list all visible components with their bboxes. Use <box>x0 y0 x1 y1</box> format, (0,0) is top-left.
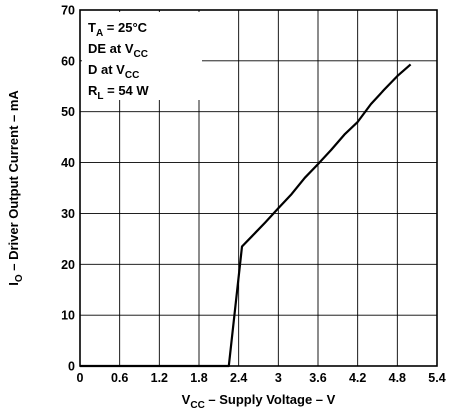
y-tick-label: 20 <box>61 258 75 272</box>
annotation-line: TA = 25°C <box>88 20 148 39</box>
x-tick-label: 3 <box>275 371 282 385</box>
series-layer <box>80 63 412 368</box>
y-tick-label: 70 <box>61 4 75 18</box>
x-axis-label: VCC – Supply Voltage – V <box>182 392 336 411</box>
series-line <box>80 63 412 368</box>
y-tick-labels: 0 10 20 30 40 50 60 70 <box>61 4 75 374</box>
x-tick-label: 2.4 <box>230 371 247 385</box>
x-tick-label: 1.8 <box>190 371 207 385</box>
y-tick-label: 60 <box>61 54 75 68</box>
y-tick-label: 50 <box>61 105 75 119</box>
y-tick-label: 30 <box>61 207 75 221</box>
annotation-line: D at VCC <box>88 62 139 81</box>
x-tick-label: 3.6 <box>309 371 326 385</box>
x-tick-label: 4.8 <box>389 371 406 385</box>
annotation-line: DE at VCC <box>88 41 148 60</box>
y-axis-label: IO – Driver Output Current – mA <box>6 90 25 286</box>
x-tick-label: 5.4 <box>428 371 445 385</box>
y-tick-label: 40 <box>61 156 75 170</box>
x-tick-label: 4.2 <box>349 371 366 385</box>
annotation-line: RL = 54 W <box>88 83 149 102</box>
x-tick-label: 0.6 <box>111 371 128 385</box>
y-tick-label: 0 <box>68 360 75 374</box>
x-tick-label: 1.2 <box>151 371 168 385</box>
annotation-box <box>82 12 202 100</box>
y-tick-label: 10 <box>61 309 75 323</box>
x-tick-labels: 0 0.6 1.2 1.8 2.4 3 3.6 4.2 4.8 5.4 <box>77 371 446 385</box>
annotation-text: TA = 25°C DE at VCC D at VCC RL = 54 W <box>88 20 149 102</box>
plot-frame <box>79 9 438 367</box>
x-tick-label: 0 <box>77 371 84 385</box>
